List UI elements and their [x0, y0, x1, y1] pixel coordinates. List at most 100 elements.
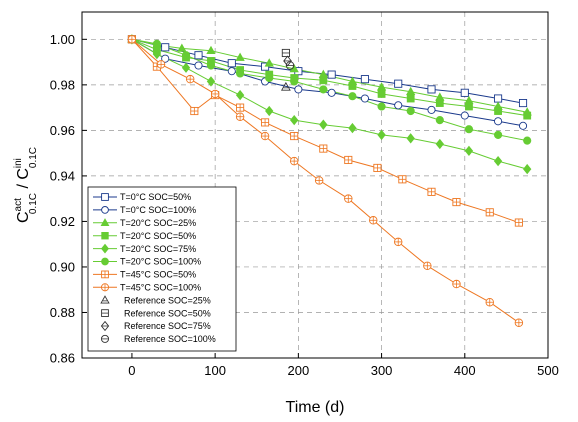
legend-marker-7 [100, 283, 110, 292]
data-point-6-10 [398, 175, 407, 184]
legend-marker-4 [101, 243, 109, 254]
y-axis-title-sub2: 0.1C [28, 147, 39, 168]
data-point-7-3 [210, 89, 220, 99]
data-point-6-13 [485, 208, 494, 217]
data-point-2-3 [206, 45, 216, 55]
data-point-6-9 [373, 163, 382, 172]
data-point-5-11 [435, 116, 444, 125]
data-point-5-12 [464, 125, 474, 134]
data-point-3-10 [406, 94, 415, 103]
data-point-1-11 [494, 117, 503, 126]
data-point-7-9 [369, 216, 378, 225]
y-tick-label: 0.94 [50, 168, 75, 183]
data-point-4-9 [377, 129, 386, 141]
legend-label: T=20°C SOC=25% [120, 218, 196, 228]
y-tick-label: 0.86 [50, 351, 75, 366]
data-point-0-7 [360, 75, 369, 84]
data-point-7-1 [156, 60, 166, 69]
data-point-6-8 [344, 155, 353, 165]
data-point-1-3 [227, 67, 236, 76]
y-ticks: 0.86 0.88 0.90 0.92 0.94 0.96 0.98 1.00 [50, 32, 87, 366]
legend-box [87, 186, 237, 352]
data-point-7-6 [289, 156, 299, 166]
legend-marker-1 [101, 206, 109, 214]
data-point-1-6 [327, 88, 336, 97]
legend-label: T=20°C SOC=50% [120, 231, 196, 241]
y-axis-title-sup1: act [13, 198, 24, 212]
data-point-2-2 [177, 43, 187, 52]
data-point-1-5 [294, 85, 303, 94]
data-point-2-5 [264, 58, 274, 67]
data-point-6-11 [427, 187, 436, 196]
legend-label: T=20°C SOC=75% [120, 244, 196, 254]
data-point-5-8 [348, 92, 357, 101]
data-point-8-0 [280, 81, 291, 91]
data-point-5-13 [493, 130, 503, 140]
data-point-0-10 [460, 88, 469, 97]
data-point-4-10 [406, 133, 415, 144]
data-point-3-8 [348, 82, 357, 90]
data-point-5-7 [319, 85, 328, 94]
data-point-4-1 [152, 48, 162, 60]
data-point-4-11 [435, 138, 444, 150]
y-axis-title-main: C [15, 211, 32, 223]
y-tick-label: 0.98 [50, 77, 75, 92]
data-point-4-7 [319, 119, 328, 130]
data-point-7-5 [260, 131, 270, 141]
legend-label: Reference SOC=25% [124, 295, 211, 305]
data-point-5-9 [377, 102, 386, 111]
legend-label: Reference SOC=100% [124, 334, 216, 344]
data-point-5-1 [152, 39, 161, 48]
legend-label: Reference SOC=50% [124, 308, 211, 318]
data-point-4-3 [206, 76, 216, 87]
data-point-5-4 [236, 69, 245, 78]
legend-label: Reference SOC=75% [124, 321, 211, 331]
data-point-2-4 [235, 52, 245, 61]
x-tick-label: 400 [454, 363, 476, 378]
plot-frame [81, 11, 549, 359]
data-point-11-0 [285, 61, 295, 70]
data-point-0-12 [518, 99, 528, 108]
data-point-4-5 [265, 105, 274, 117]
data-point-4-13 [493, 155, 503, 167]
data-point-5-14 [523, 136, 532, 145]
x-tick-label: 500 [537, 363, 559, 378]
data-point-6-7 [319, 144, 328, 153]
legend-marker-0 [101, 193, 109, 201]
data-point-0-4 [261, 62, 270, 71]
data-point-3-7 [319, 76, 328, 85]
data-point-5-5 [265, 73, 274, 83]
x-tick-label: 200 [288, 363, 310, 378]
data-point-9-0 [281, 48, 290, 58]
data-point-5-6 [290, 77, 299, 86]
data-point-1-10 [460, 111, 469, 120]
y-axis-title-sep: / C [15, 168, 32, 193]
y-axis-title-sub1: 0.1C [28, 193, 39, 214]
data-point-0-9 [427, 85, 436, 94]
y-tick-label: 0.96 [50, 123, 75, 138]
data-point-6-12 [452, 198, 461, 207]
legend-marker-8 [100, 295, 110, 304]
legend-marker-11 [100, 334, 110, 343]
data-point-0-2 [194, 51, 203, 60]
legend: T=0°C SOC=50% T=0°C SOC=100% T=20°C SOC=25… [87, 186, 237, 352]
y-axis-title-sup2: ini [13, 158, 24, 168]
x-ticks: 0 100 200 300 400 500 [128, 353, 559, 378]
data-point-4-4 [235, 89, 245, 101]
data-point-0-8 [394, 79, 403, 88]
legend-marker-10 [100, 320, 110, 332]
data-point-1-2 [194, 61, 203, 70]
x-tick-label: 300 [371, 363, 393, 378]
data-point-4-14 [523, 163, 532, 175]
data-point-0-1 [161, 43, 170, 52]
data-point-6-6 [290, 132, 299, 141]
data-point-7-10 [393, 237, 403, 247]
legend-label: T=0°C SOC=100% [120, 205, 196, 215]
data-point-7-14 [514, 318, 524, 327]
data-point-1-9 [427, 105, 436, 114]
data-point-7-8 [344, 194, 353, 203]
data-point-3-9 [377, 90, 386, 98]
data-point-5-2 [181, 51, 191, 60]
data-point-0-3 [227, 59, 236, 68]
